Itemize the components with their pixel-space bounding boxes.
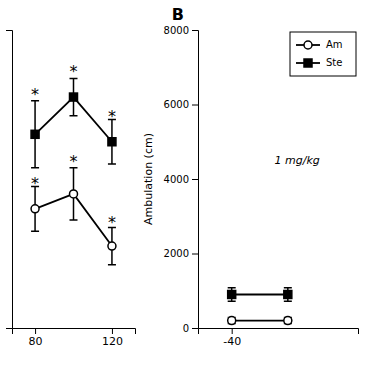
error-bar [284, 288, 292, 301]
annotation: * [108, 107, 116, 126]
y-tick: 4000 [164, 174, 198, 185]
error-bar [31, 101, 39, 168]
error-bar [31, 186, 39, 231]
y-tick-mark [192, 105, 198, 106]
panel-title: B [172, 5, 184, 24]
panel: -40 0 2000 4000 6000 8000 Ambulation (cm) 1 mg/… [142, 5, 359, 348]
error-bar [70, 78, 78, 115]
error-bar [108, 227, 116, 264]
legend-symbol [304, 59, 312, 67]
legend-symbol [304, 41, 312, 49]
legend-item: Ste [296, 57, 342, 68]
x-tick-mark [35, 328, 36, 334]
y-axis-line [6, 31, 13, 329]
x-tick: 80 [29, 328, 43, 348]
annotation: * [31, 85, 39, 104]
x-tick-label: 80 [29, 335, 43, 348]
x-tick-label: -40 [223, 335, 241, 348]
y-tick-label: 4000 [164, 174, 189, 185]
marker [31, 130, 39, 138]
marker [70, 93, 78, 101]
marker [31, 205, 39, 213]
error-bar [108, 119, 116, 164]
y-tick-mark [192, 328, 198, 329]
series-line [232, 294, 288, 296]
y-tick: 6000 [164, 99, 198, 110]
y-tick-mark [192, 30, 198, 31]
error-bar [228, 288, 236, 301]
marker [284, 290, 292, 298]
x-tick-label: 120 [102, 335, 123, 348]
series [228, 288, 292, 301]
panel: 80 120 * * * * * * [6, 31, 136, 348]
y-axis: 0 2000 4000 6000 8000 [164, 25, 199, 334]
y-tick-label: 2000 [164, 248, 189, 259]
annotation: * [108, 213, 116, 232]
legend-item: Am [296, 39, 343, 50]
x-tick: -40 [223, 328, 241, 348]
x-axis-line [199, 329, 359, 335]
legend-box [290, 32, 356, 76]
y-tick-label: 6000 [164, 99, 189, 110]
legend-label: Am [326, 39, 343, 50]
marker [108, 242, 116, 250]
y-tick: 2000 [164, 248, 198, 259]
error-bar [70, 168, 78, 220]
legend-label: Ste [326, 57, 342, 68]
y-tick-mark [192, 254, 198, 255]
y-axis-line [192, 31, 199, 329]
legend: Am Ste [290, 32, 356, 76]
annotation: * [70, 152, 78, 171]
x-tick-mark [112, 328, 113, 334]
y-tick-label: 0 [183, 323, 189, 334]
marker [228, 290, 236, 298]
annotation: * [70, 62, 78, 81]
marker [108, 138, 116, 146]
series [228, 317, 292, 325]
chart: 80 120 * * * * * * -40 0 2000 4000 6000 8000 Ambulatio… [0, 0, 369, 369]
series [31, 168, 116, 265]
x-axis-line [13, 329, 136, 335]
marker [228, 317, 236, 325]
annotation: 1 mg/kg [275, 154, 320, 167]
x-axis: 80 120 [13, 328, 136, 348]
plot-area [31, 78, 116, 264]
y-tick: 0 [183, 323, 198, 334]
plot-area [228, 288, 292, 325]
x-axis: -40 [199, 328, 359, 348]
y-tick-mark [192, 179, 198, 180]
y-axis [6, 31, 13, 329]
marker [284, 317, 292, 325]
annotation: * [31, 174, 39, 193]
marker [70, 190, 78, 198]
y-tick: 8000 [164, 25, 198, 36]
x-tick-mark [232, 328, 233, 334]
y-axis-title: Ambulation (cm) [142, 133, 155, 225]
y-tick-label: 8000 [164, 25, 189, 36]
x-tick: 120 [102, 328, 123, 348]
series-line [232, 320, 288, 322]
